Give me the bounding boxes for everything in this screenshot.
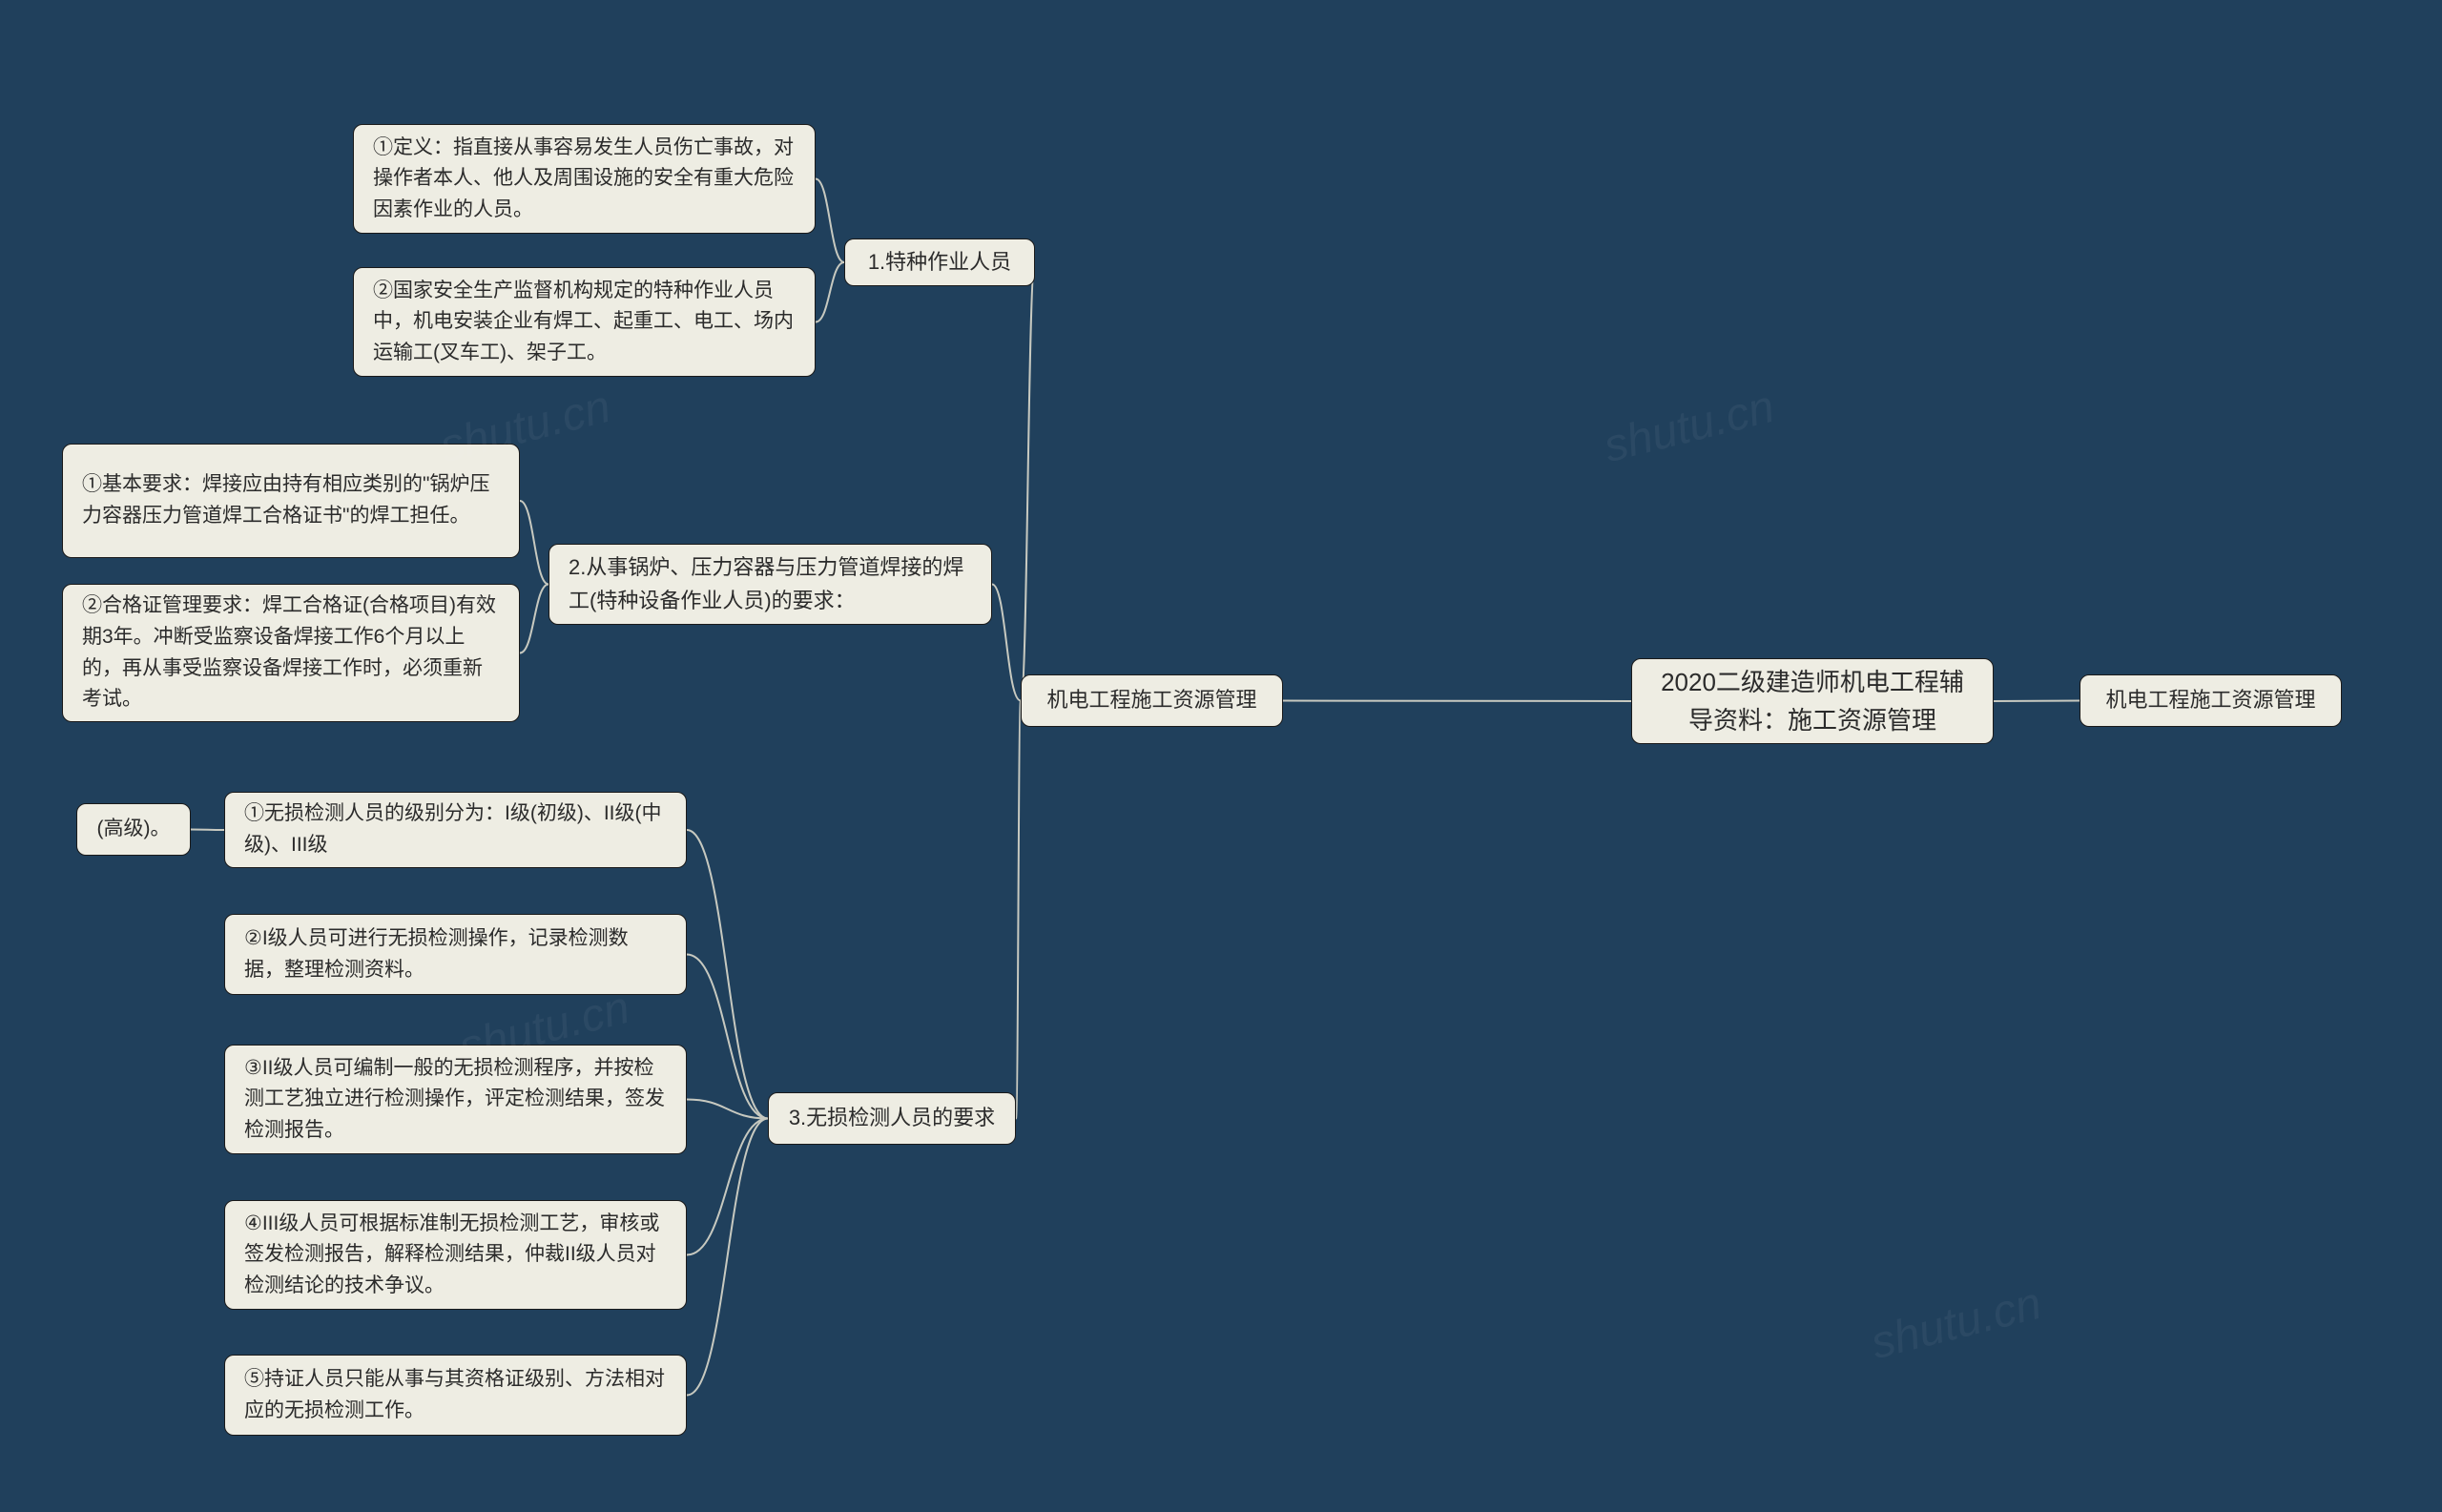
left-main-node: 机电工程施工资源管理 xyxy=(1021,674,1283,727)
leaf-child-b3l1c-text: (高级)。 xyxy=(97,814,171,845)
leaf-b3l4: ④III级人员可根据标准制无损检测工艺，审核或签发检测报告，解释检测结果，仲裁I… xyxy=(224,1200,687,1310)
leaf-b3l1: ①无损检测人员的级别分为：I级(初级)、II级(中级)、III级 xyxy=(224,792,687,868)
leaf-b3l3-text: ③II级人员可编制一般的无损检测程序，并按检测工艺独立进行检测操作，评定检测结果… xyxy=(244,1053,667,1147)
branch-b3: 3.无损检测人员的要求 xyxy=(768,1092,1016,1145)
right-branch-node: 机电工程施工资源管理 xyxy=(2080,674,2342,727)
watermark: shutu.cn xyxy=(1599,381,1779,473)
leaf-b3l3: ③II级人员可编制一般的无损检测程序，并按检测工艺独立进行检测操作，评定检测结果… xyxy=(224,1045,687,1154)
leaf-b3l5-text: ⑤持证人员只能从事与其资格证级别、方法相对应的无损检测工作。 xyxy=(244,1364,667,1426)
branch-b1: 1.特种作业人员 xyxy=(844,238,1035,286)
leaf-child-b3l1c: (高级)。 xyxy=(76,803,191,856)
leaf-b2l2: ②合格证管理要求：焊工合格证(合格项目)有效期3年。冲断受监察设备焊接工作6个月… xyxy=(62,584,520,722)
leaf-b3l5: ⑤持证人员只能从事与其资格证级别、方法相对应的无损检测工作。 xyxy=(224,1355,687,1436)
leaf-b3l4-text: ④III级人员可根据标准制无损检测工艺，审核或签发检测报告，解释检测结果，仲裁I… xyxy=(244,1209,667,1302)
leaf-b3l2-text: ②I级人员可进行无损检测操作，记录检测数据，整理检测资料。 xyxy=(244,923,667,985)
branch-b1-text: 1.特种作业人员 xyxy=(868,246,1011,279)
leaf-b1l2: ②国家安全生产监督机构规定的特种作业人员中，机电安装企业有焊工、起重工、电工、场… xyxy=(353,267,816,377)
leaf-b2l1: ①基本要求：焊接应由持有相应类别的"锅炉压力容器压力管道焊工合格证书"的焊工担任… xyxy=(62,444,520,558)
right-branch-text: 机电工程施工资源管理 xyxy=(2105,684,2315,716)
leaf-b1l1-text: ①定义：指直接从事容易发生人员伤亡事故，对操作者本人、他人及周围设施的安全有重大… xyxy=(373,133,796,226)
leaf-b1l2-text: ②国家安全生产监督机构规定的特种作业人员中，机电安装企业有焊工、起重工、电工、场… xyxy=(373,276,796,369)
leaf-b2l2-text: ②合格证管理要求：焊工合格证(合格项目)有效期3年。冲断受监察设备焊接工作6个月… xyxy=(82,590,500,715)
leaf-b1l1: ①定义：指直接从事容易发生人员伤亡事故，对操作者本人、他人及周围设施的安全有重大… xyxy=(353,124,816,234)
branch-b3-text: 3.无损检测人员的要求 xyxy=(789,1102,995,1134)
left-main-text: 机电工程施工资源管理 xyxy=(1046,684,1256,716)
leaf-b3l1-text: ①无损检测人员的级别分为：I级(初级)、II级(中级)、III级 xyxy=(244,798,667,860)
root-text: 2020二级建造师机电工程辅导资料：施工资源管理 xyxy=(1651,663,1974,740)
watermark: shutu.cn xyxy=(1866,1277,2046,1370)
leaf-b3l2: ②I级人员可进行无损检测操作，记录检测数据，整理检测资料。 xyxy=(224,914,687,995)
root-node: 2020二级建造师机电工程辅导资料：施工资源管理 xyxy=(1631,658,1994,744)
branch-b2-text: 2.从事锅炉、压力容器与压力管道焊接的焊工(特种设备作业人员)的要求： xyxy=(569,551,972,616)
leaf-b2l1-text: ①基本要求：焊接应由持有相应类别的"锅炉压力容器压力管道焊工合格证书"的焊工担任… xyxy=(82,469,500,531)
branch-b2: 2.从事锅炉、压力容器与压力管道焊接的焊工(特种设备作业人员)的要求： xyxy=(548,544,992,625)
